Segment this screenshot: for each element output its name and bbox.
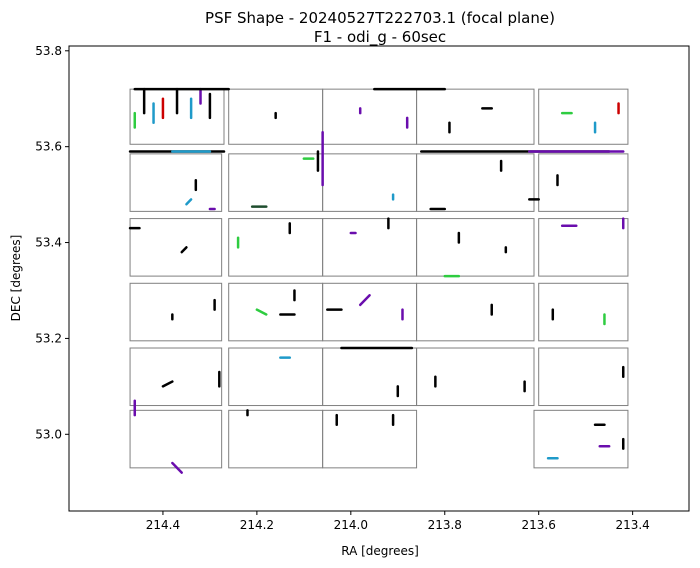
ota-outline-9: [416, 153, 535, 212]
psf-vector-34: [161, 380, 174, 388]
ota-outline-5: [538, 88, 629, 145]
ota-outline-20: [538, 282, 629, 342]
x-tick-label: 213.6: [522, 518, 556, 532]
psf-vector-26: [255, 308, 268, 316]
ota-outline-29: [533, 409, 629, 469]
psf-vector-35: [180, 246, 188, 254]
y-axis-label: DEC [degrees]: [9, 235, 23, 322]
ota-outline-10: [538, 153, 629, 212]
ota-outline-15: [538, 218, 629, 277]
chart-title: PSF Shape - 20240527T222703.1 (focal pla…: [205, 9, 555, 27]
y-tick-label: 53.6: [35, 140, 62, 154]
x-tick-label: 214.2: [240, 518, 274, 532]
x-tick-label: 214.0: [334, 518, 368, 532]
psf-vector-27: [358, 294, 371, 307]
y-tick-label: 53.0: [35, 427, 62, 441]
x-tick-label: 214.4: [146, 518, 180, 532]
ota-outline-16: [129, 282, 223, 342]
ota-outline-21: [129, 347, 223, 407]
x-tick-label: 213.8: [428, 518, 462, 532]
x-axis-label: RA [degrees]: [341, 544, 419, 558]
y-tick-label: 53.2: [35, 331, 62, 345]
ota-outline-14: [416, 218, 535, 277]
plot-frame: [68, 45, 690, 512]
ota-outline-24: [416, 347, 535, 407]
y-tick-label: 53.8: [35, 44, 62, 58]
ota-outline-28: [322, 409, 418, 469]
ota-outline-19: [416, 282, 535, 342]
psf-vector-31: [171, 461, 183, 474]
psf-vector-65: [185, 198, 193, 206]
y-tick-label: 53.4: [35, 236, 62, 250]
ota-outline-11: [129, 218, 223, 277]
chart-subtitle: F1 - odi_g - 60sec: [314, 28, 446, 47]
axis-ticks: 214.4 214.2 214.0 213.8 213.6 213.4 53.0 53.2 53…: [35, 44, 650, 532]
ota-outline-6: [129, 153, 223, 212]
psf-vectors: [128, 87, 625, 474]
ota-outline-4: [416, 88, 535, 145]
x-tick-label: 213.4: [615, 518, 649, 532]
ota-outline-25: [538, 347, 629, 407]
